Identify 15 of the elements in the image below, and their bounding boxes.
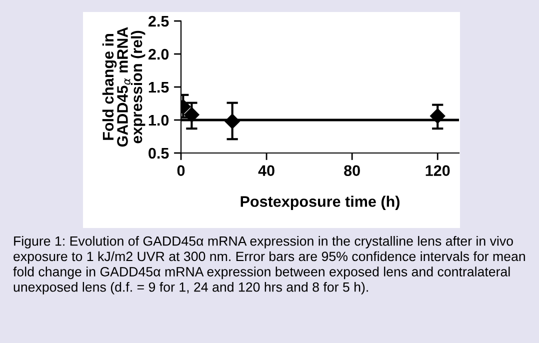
- y-tick-label: 1.0: [148, 114, 169, 126]
- x-tick-label: 120: [426, 165, 450, 176]
- point: [224, 114, 240, 129]
- y-axis-title: Fold change in GADD45$_{α}$ mRNA expression (rel): [102, 27, 146, 147]
- x-tick-label: 40: [258, 165, 274, 176]
- y-tick-label: 0.5: [148, 148, 169, 159]
- y-tick-label: 2.0: [148, 48, 169, 60]
- x-axis-title: Postexposure time (h): [240, 196, 400, 210]
- x-tick-label: 0: [177, 165, 185, 176]
- x-tick-label: 80: [344, 165, 360, 176]
- point: [184, 107, 200, 122]
- point: [430, 108, 446, 124]
- caption: Figure 1: Evolution of GADD45α mRNA expression in the crystalline lens after in vivo exposure to 1 kJ/m2 UVR at 300 nm. Error bars are 95% confidence intervals for mean fold change in GADD45α mRNA expression between exposed lens and contralateral unexposed lens (d.f. = 9 for 1, 24 and 120 hrs and 8 for 5 h).: [13, 236, 525, 294]
- y-tick-label: 2.5: [148, 16, 169, 27]
- y-tick-label: 1.5: [148, 82, 169, 93]
